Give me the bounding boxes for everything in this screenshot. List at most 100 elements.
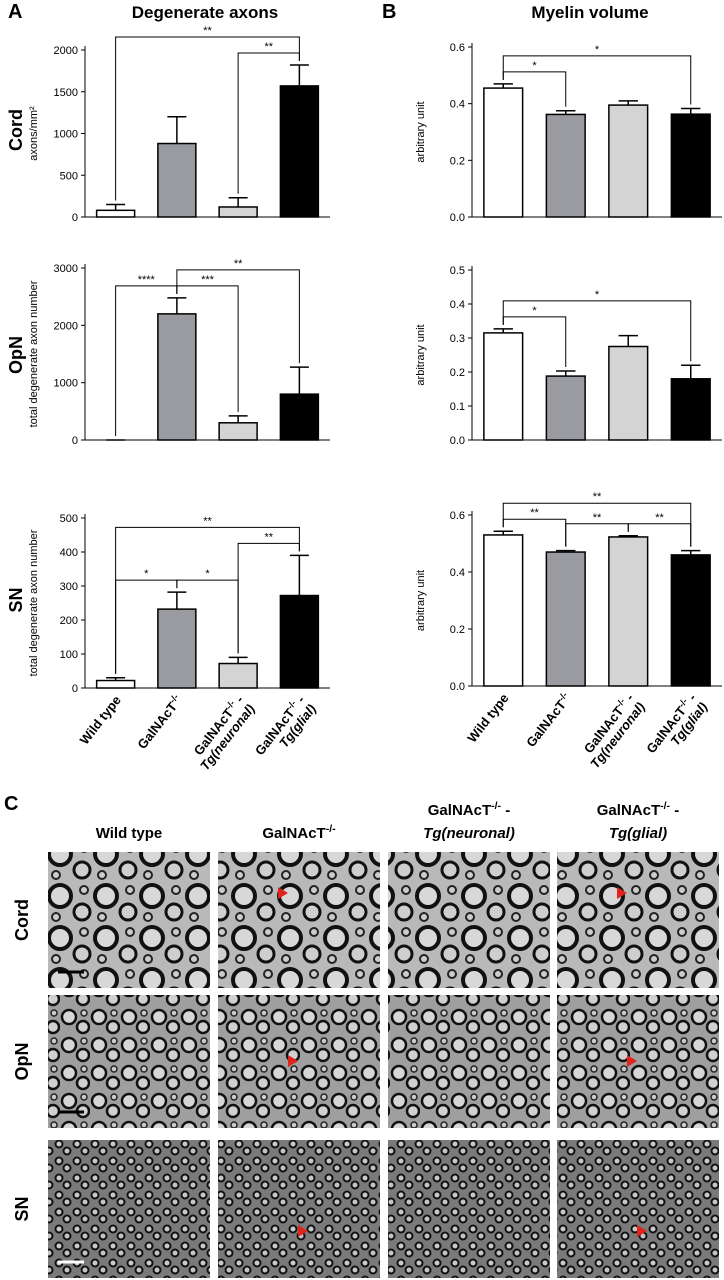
significance-bracket xyxy=(115,36,300,201)
arrowhead xyxy=(617,887,627,899)
bar xyxy=(157,142,197,218)
significance-label: ** xyxy=(203,25,212,37)
bar xyxy=(279,393,320,441)
significance-bracket xyxy=(502,502,692,547)
significance-bracket xyxy=(502,55,692,105)
y-tick-label: 0.4 xyxy=(450,299,465,311)
significance-label: ** xyxy=(655,512,664,524)
bar xyxy=(545,375,586,441)
bar xyxy=(95,679,136,689)
micrograph-column-header: Tg(neuronal) xyxy=(423,825,515,842)
y-tick-label: 1000 xyxy=(54,378,78,390)
y-tick-label: 0 xyxy=(72,435,78,447)
bar xyxy=(157,313,197,441)
micrograph-column-header: GalNAcT-/- xyxy=(262,823,336,842)
column-title: Myelin volume xyxy=(531,3,648,22)
bar xyxy=(608,104,649,218)
micrograph xyxy=(218,995,380,1128)
arrowhead xyxy=(278,887,288,899)
micrograph xyxy=(218,1140,380,1278)
arrowhead xyxy=(298,1225,308,1237)
micrograph xyxy=(218,852,380,988)
panel-label: C xyxy=(4,793,18,815)
micrograph xyxy=(48,995,210,1128)
y-tick-label: 500 xyxy=(60,513,78,525)
micrograph xyxy=(557,995,719,1128)
x-tick-label: GalNAcT-/- -Tg(neuronal) xyxy=(575,690,648,771)
significance-label: ** xyxy=(593,512,602,524)
y-tick-label: 0.2 xyxy=(450,155,465,167)
y-tick-label: 0.4 xyxy=(450,567,465,579)
bar xyxy=(95,209,136,218)
bar xyxy=(218,422,258,441)
bar xyxy=(545,113,586,218)
panel-label: A xyxy=(8,1,22,23)
y-tick-label: 1500 xyxy=(54,87,78,99)
arrowhead xyxy=(637,1225,647,1237)
bar xyxy=(218,206,258,218)
row-label: Cord xyxy=(6,109,26,151)
bar xyxy=(483,332,524,441)
panel-label: B xyxy=(382,1,396,23)
y-tick-label: 100 xyxy=(60,649,78,661)
column-title: Degenerate axons xyxy=(132,3,278,22)
y-axis-label: arbitrary unit xyxy=(415,324,427,385)
y-axis-label: total degenerate axon number xyxy=(28,280,40,427)
y-axis-label: arbitrary unit xyxy=(415,101,427,162)
y-tick-label: 200 xyxy=(60,615,78,627)
y-tick-label: 2000 xyxy=(54,45,78,57)
row-label: OpN xyxy=(6,336,26,374)
y-tick-label: 0 xyxy=(72,212,78,224)
significance-label: * xyxy=(532,305,537,317)
significance-label: ** xyxy=(264,531,273,543)
bar xyxy=(545,551,586,687)
significance-label: ** xyxy=(264,41,273,53)
bar xyxy=(279,594,320,689)
micrograph-column-header: Tg(glial) xyxy=(609,825,667,842)
y-tick-label: 0.0 xyxy=(450,435,465,447)
significance-bracket xyxy=(115,526,300,674)
bar xyxy=(483,534,524,687)
micrograph-column-header: GalNAcT-/- - xyxy=(597,800,679,819)
y-tick-label: 500 xyxy=(60,170,78,182)
x-tick-label: Wild type xyxy=(464,691,511,746)
micrograph-row-label: SN xyxy=(12,1196,32,1221)
micrograph xyxy=(557,852,719,988)
arrowhead xyxy=(288,1055,298,1067)
micrograph-row-label: OpN xyxy=(12,1043,32,1081)
bar xyxy=(157,608,197,689)
x-tick-label: GalNAcT-/- -Tg(glial) xyxy=(251,692,319,767)
significance-label: ** xyxy=(203,515,212,527)
y-tick-label: 0.4 xyxy=(450,99,465,111)
significance-bracket xyxy=(176,269,300,364)
significance-label: **** xyxy=(138,274,156,286)
significance-label: * xyxy=(205,568,210,580)
significance-label: * xyxy=(595,44,600,56)
y-tick-label: 0.1 xyxy=(450,401,465,413)
x-tick-label: GalNAcT-/- -Tg(neuronal) xyxy=(185,692,258,773)
y-tick-label: 400 xyxy=(60,547,78,559)
bar xyxy=(608,536,649,687)
micrograph-column-header: GalNAcT-/- - xyxy=(428,800,510,819)
y-tick-label: 0.6 xyxy=(450,510,465,522)
micrograph-row-label: Cord xyxy=(12,899,32,941)
micrograph xyxy=(388,852,550,988)
significance-label: ** xyxy=(234,258,243,270)
y-tick-label: 0.2 xyxy=(450,367,465,379)
y-tick-label: 1000 xyxy=(54,129,78,141)
bar xyxy=(279,85,320,218)
x-tick-label: GalNAcT-/- -Tg(glial) xyxy=(643,690,711,765)
micrograph xyxy=(388,995,550,1128)
y-tick-label: 0.5 xyxy=(450,265,465,277)
y-axis-label: axons/mm² xyxy=(28,106,40,161)
y-tick-label: 2000 xyxy=(54,320,78,332)
x-tick-label: Wild type xyxy=(77,693,124,748)
significance-bracket xyxy=(502,300,692,362)
y-tick-label: 300 xyxy=(60,581,78,593)
y-tick-label: 0.0 xyxy=(450,212,465,224)
bar xyxy=(670,554,711,687)
micrograph xyxy=(557,1140,719,1278)
y-tick-label: 0.0 xyxy=(450,681,465,693)
micrograph xyxy=(388,1140,550,1278)
